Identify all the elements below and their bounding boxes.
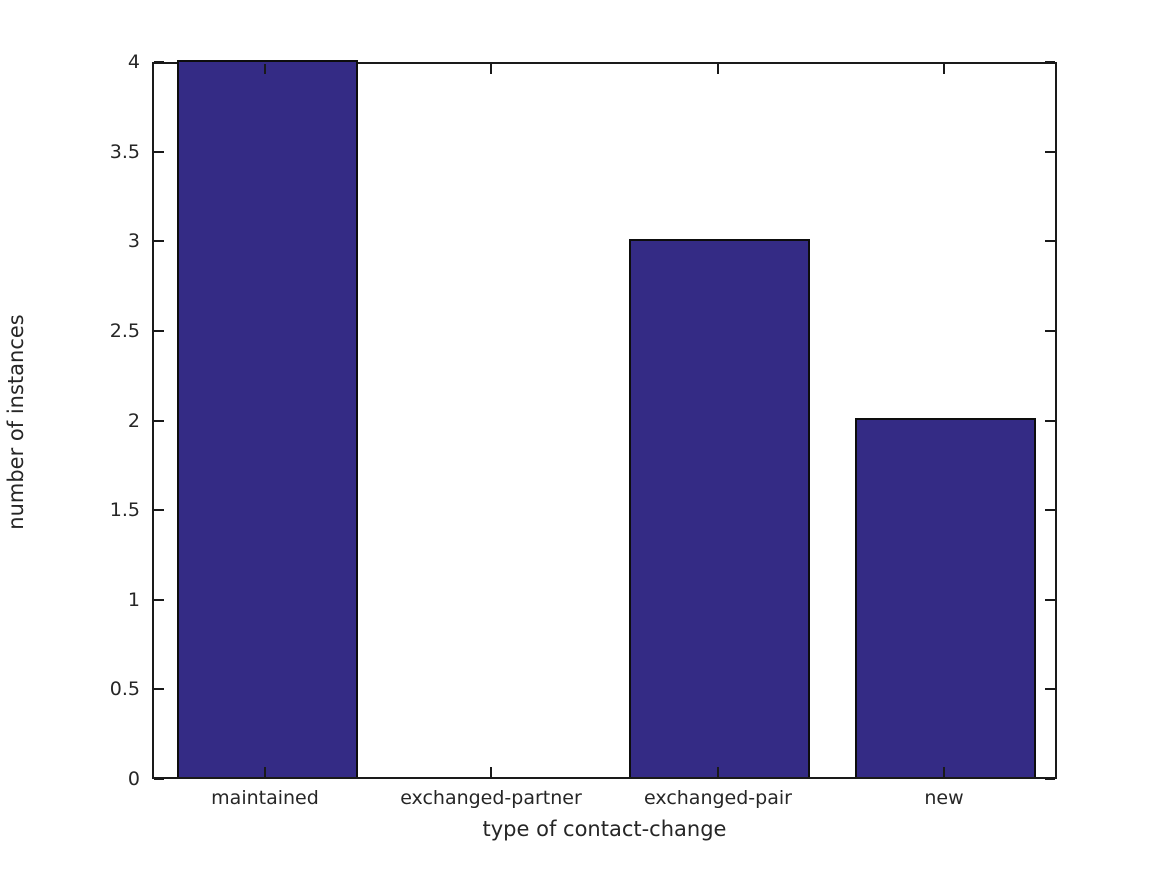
y-tick-label: 3 [127, 230, 140, 252]
y-tick-label: 0.5 [109, 678, 140, 700]
y-tick-label: 4 [127, 51, 140, 73]
x-tick-label-exchanged-pair: exchanged-pair [644, 787, 792, 809]
x-tick-bottom [943, 767, 945, 777]
plot-area [152, 60, 1057, 779]
x-tick-top [943, 64, 945, 74]
y-tick-left [154, 688, 164, 690]
y-tick-left [154, 330, 164, 332]
y-tick-label: 1 [127, 589, 140, 611]
y-tick-left [154, 509, 164, 511]
x-tick-label-new: new [924, 787, 964, 809]
y-tick-left [154, 151, 164, 153]
y-tick-right [1045, 240, 1055, 242]
x-tick-bottom [717, 767, 719, 777]
x-tick-top [264, 64, 266, 74]
bar-new [855, 418, 1036, 777]
y-tick-right [1045, 330, 1055, 332]
y-tick-label: 2 [127, 410, 140, 432]
y-tick-left [154, 599, 164, 601]
bar-exchanged-pair [629, 239, 810, 777]
x-tick-top [717, 64, 719, 74]
y-tick-label: 2.5 [109, 320, 140, 342]
y-tick-right [1045, 599, 1055, 601]
x-tick-bottom [264, 767, 266, 777]
y-tick-label: 1.5 [109, 499, 140, 521]
y-tick-left [154, 240, 164, 242]
y-tick-right [1045, 151, 1055, 153]
y-tick-right [1045, 688, 1055, 690]
x-tick-bottom [490, 767, 492, 777]
y-tick-left [154, 420, 164, 422]
y-tick-left [154, 61, 164, 63]
x-tick-label-maintained: maintained [211, 787, 319, 809]
x-tick-label-exchanged-partner: exchanged-partner [400, 787, 582, 809]
bar-maintained [177, 60, 358, 777]
y-tick-right [1045, 420, 1055, 422]
y-tick-right [1045, 778, 1055, 780]
y-tick-right [1045, 61, 1055, 63]
y-tick-label: 3.5 [109, 141, 140, 163]
y-tick-left [154, 778, 164, 780]
y-tick-label: 0 [127, 768, 140, 790]
x-tick-top [490, 64, 492, 74]
x-axis-label: type of contact-change [482, 817, 727, 841]
y-tick-right [1045, 509, 1055, 511]
